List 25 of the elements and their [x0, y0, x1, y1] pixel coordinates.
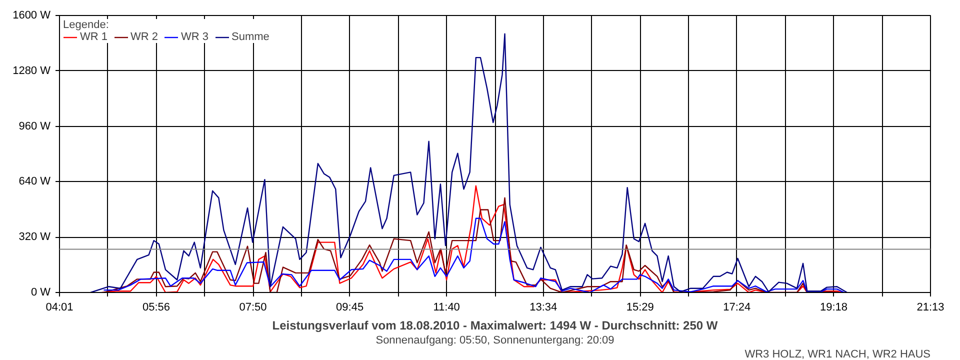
text: Leistungsverlauf vom 18.08.2010 - Maximalwert: 1494 W - Durchschnitt: 250 W — [272, 318, 718, 332]
x-tick-label: 19:18 — [820, 302, 848, 314]
y-tick-label: 1600 W — [12, 10, 52, 22]
y-tick-label: 960 W — [18, 120, 52, 132]
x-tick-label: 05:56 — [142, 302, 170, 314]
x-tick-label: 11:40 — [433, 302, 460, 314]
line-series — [103, 218, 845, 292]
x-tick-label: 17:24 — [723, 302, 751, 314]
legend-label: WR 1 — [80, 31, 108, 43]
legend-label: Summe — [232, 31, 270, 43]
x-tick-label: 13:34 — [530, 302, 558, 314]
x-tick-label: 15:29 — [626, 302, 654, 314]
text: WR3 HOLZ, WR1 NACH, WR2 HAUS — [744, 348, 931, 360]
text: Sonnenaufgang: 05:50, Sonnenuntergang: 20:09 — [376, 334, 614, 346]
y-tick-label: 0 W — [30, 286, 52, 298]
x-tick-label: 07:50 — [239, 302, 267, 314]
legend-label: WR 2 — [130, 31, 158, 43]
x-tick-label: 21:13 — [916, 302, 944, 314]
y-tick-label: 1280 W — [12, 64, 52, 77]
x-tick-label: 09:45 — [336, 302, 364, 314]
y-tick-label: 640 W — [18, 176, 52, 188]
y-tick-label: 320 W — [18, 231, 52, 244]
legend-label: WR 3 — [181, 31, 208, 43]
legend-title: Legende: — [63, 19, 110, 31]
x-tick-label: 04:01 — [46, 302, 74, 314]
